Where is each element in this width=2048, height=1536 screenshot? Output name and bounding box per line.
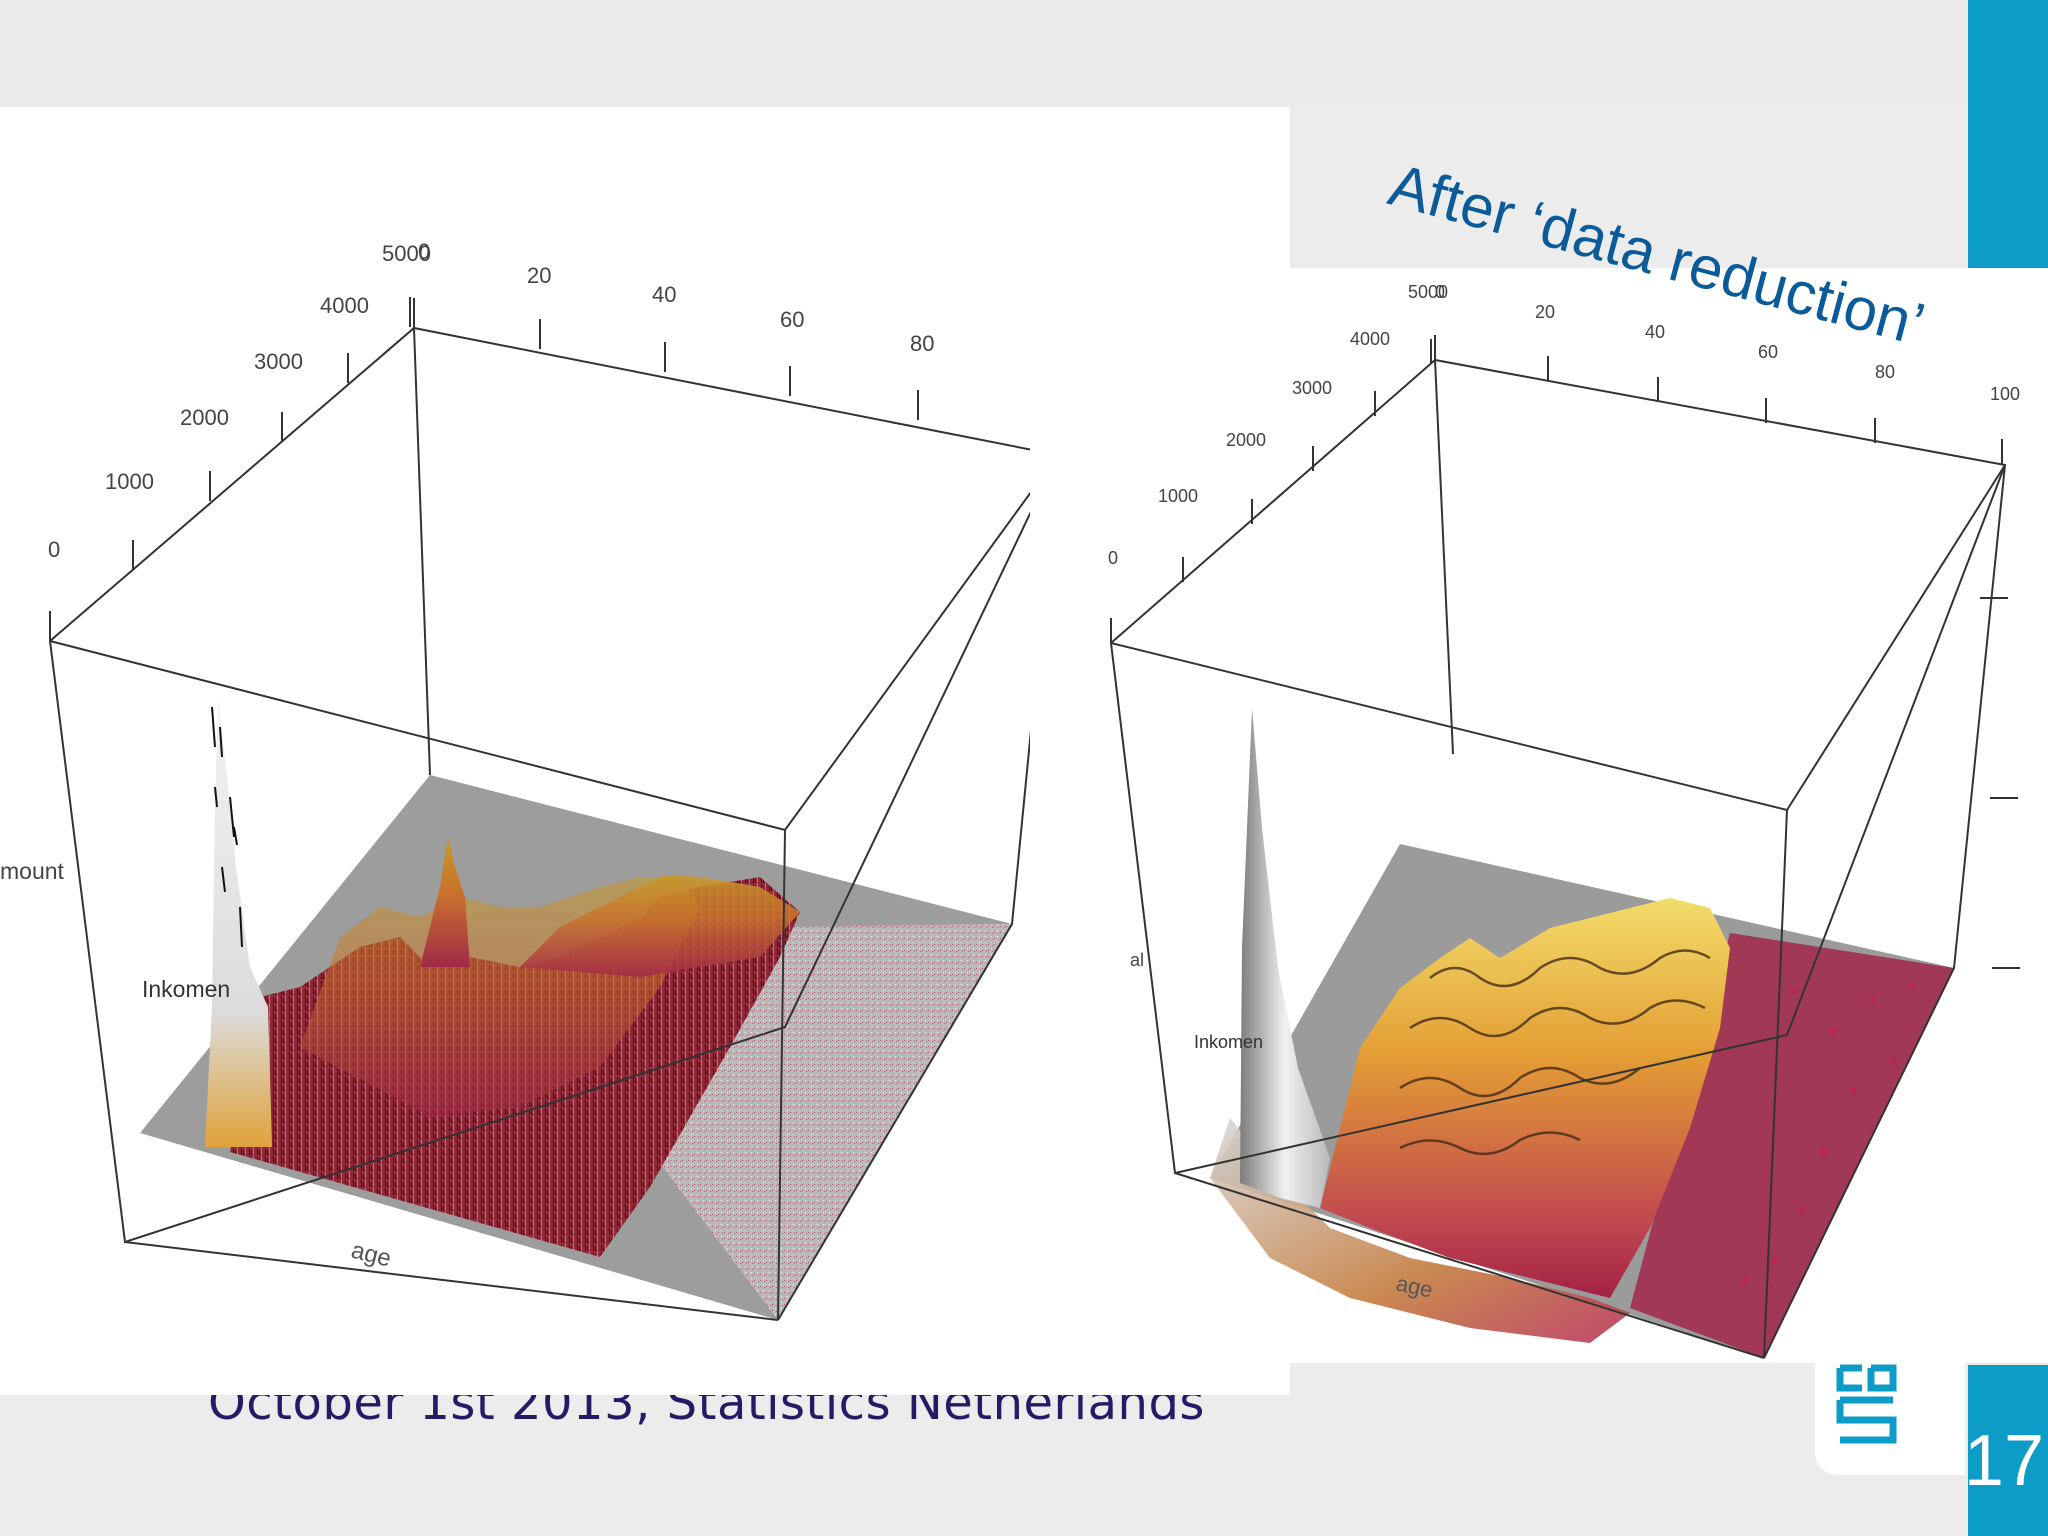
slide-number: 17 <box>1963 1421 2044 1501</box>
age-tick-60: 60 <box>1758 342 1778 362</box>
amount-tick-1000: 1000 <box>1158 486 1198 506</box>
plot-box <box>1109 358 2007 1359</box>
right-plot-panel: 0 20 40 60 80 100 0 1000 2000 3000 4000 … <box>1030 268 2048 1363</box>
age-tick-60: 60 <box>780 307 804 332</box>
surface-ridge <box>520 875 800 977</box>
scatter-dots <box>1742 983 1916 1284</box>
side-axis-label: mount <box>0 858 65 884</box>
right-3d-plot: 0 20 40 60 80 100 0 1000 2000 3000 4000 … <box>1108 282 2020 1359</box>
accent-bar-top <box>1968 0 2048 268</box>
amount-tick-5000: 5000 <box>1408 282 1448 302</box>
surface-contours <box>1399 949 1711 1156</box>
age-tick-40: 40 <box>652 282 676 307</box>
age-tick-100: 100 <box>1990 384 2020 404</box>
amount-tick-4000: 4000 <box>1350 329 1390 349</box>
plot-box <box>48 326 1060 1321</box>
age-tick-0: 0 <box>418 239 430 264</box>
peak-spike <box>420 837 470 967</box>
axis-ticks <box>1110 335 2020 969</box>
amount-tick-2000: 2000 <box>180 405 229 430</box>
amount-tick-0: 0 <box>1108 548 1118 568</box>
age-tick-20: 20 <box>527 263 551 288</box>
age-axis-label: age <box>349 1237 394 1273</box>
initial-spike <box>205 697 272 1147</box>
amount-tick-5000: 5000 <box>382 241 431 266</box>
accent-bar-bottom <box>1968 1365 2048 1536</box>
age-tick-80: 80 <box>910 331 934 356</box>
age-tick-40: 40 <box>1645 322 1665 342</box>
cbs-logo <box>1815 1350 1965 1475</box>
spike-noise <box>211 706 243 948</box>
amount-tick-4000: 4000 <box>320 293 369 318</box>
age-tick-0: 0 <box>1435 282 1445 302</box>
logo-icon <box>1836 1364 1897 1444</box>
amount-tick-1000: 1000 <box>105 469 154 494</box>
side-axis-label: al <box>1130 950 1144 970</box>
top-band <box>0 0 1968 108</box>
z-axis-label: Inkomen <box>1194 1032 1263 1052</box>
z-axis-label: Inkomen <box>142 976 230 1002</box>
amount-tick-3000: 3000 <box>254 349 303 374</box>
left-3d-plot: 0 20 40 60 80 100 0 1000 2000 3000 4000 … <box>0 239 1110 1321</box>
amount-tick-3000: 3000 <box>1292 378 1332 398</box>
initial-spike <box>1240 708 1330 1208</box>
age-tick-80: 80 <box>1875 362 1895 382</box>
surface-body <box>1320 898 1730 1298</box>
amount-tick-2000: 2000 <box>1226 430 1266 450</box>
age-tick-20: 20 <box>1535 302 1555 322</box>
surface-tail <box>1210 1118 1630 1343</box>
amount-tick-0: 0 <box>48 537 60 562</box>
